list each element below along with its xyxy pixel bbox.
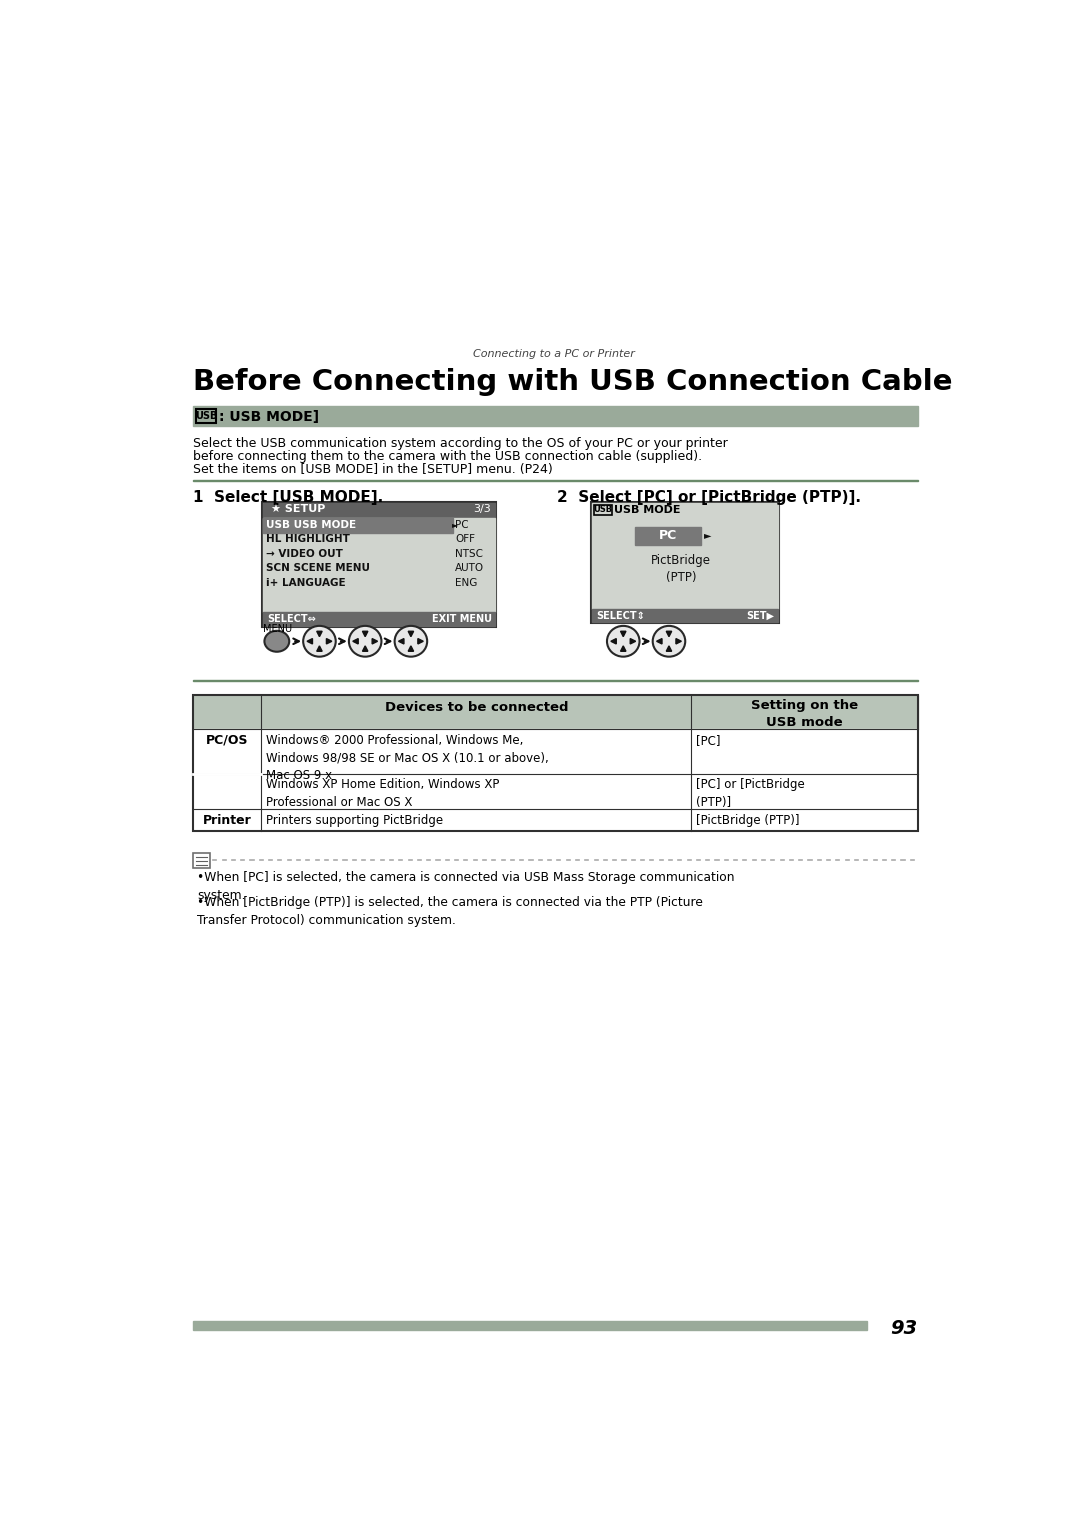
- Text: SELECT⇕: SELECT⇕: [596, 610, 645, 621]
- Polygon shape: [676, 638, 681, 644]
- Text: 1  Select [USB MODE].: 1 Select [USB MODE].: [193, 490, 383, 505]
- Text: USB USB MODE: USB USB MODE: [266, 520, 356, 530]
- Text: i+ LANGUAGE: i+ LANGUAGE: [266, 578, 346, 588]
- Text: before connecting them to the camera with the USB connection cable (supplied).: before connecting them to the camera wit…: [193, 450, 702, 464]
- Text: Connecting to a PC or Printer: Connecting to a PC or Printer: [473, 348, 634, 359]
- Text: USB: USB: [195, 410, 217, 421]
- Text: Devices to be connected: Devices to be connected: [384, 702, 568, 714]
- Ellipse shape: [652, 626, 685, 656]
- Ellipse shape: [607, 626, 639, 656]
- Bar: [193, 1322, 867, 1331]
- Text: [PC] or [PictBridge
(PTP)]: [PC] or [PictBridge (PTP)]: [697, 778, 805, 809]
- Text: PC: PC: [455, 520, 469, 530]
- Text: Setting on the
USB mode: Setting on the USB mode: [751, 699, 859, 729]
- Polygon shape: [657, 638, 662, 644]
- Text: SET▶: SET▶: [746, 610, 774, 621]
- Text: NTSC: NTSC: [455, 549, 483, 559]
- Bar: [635, 526, 701, 545]
- Polygon shape: [399, 638, 404, 644]
- Text: HL HIGHLIGHT: HL HIGHLIGHT: [266, 534, 350, 545]
- Bar: [592, 609, 779, 623]
- Text: PC/OS: PC/OS: [206, 734, 248, 746]
- Text: Printers supporting PictBridge: Printers supporting PictBridge: [266, 813, 443, 827]
- Text: ★ SETUP: ★ SETUP: [271, 504, 325, 514]
- Bar: [262, 517, 496, 612]
- Bar: [193, 809, 918, 830]
- Text: SCN SCENE MENU: SCN SCENE MENU: [266, 563, 370, 574]
- Text: Select the USB communication system according to the OS of your PC or your print: Select the USB communication system acco…: [193, 438, 728, 450]
- Bar: [193, 774, 918, 809]
- Polygon shape: [373, 638, 378, 644]
- Ellipse shape: [303, 626, 336, 656]
- Ellipse shape: [265, 630, 289, 652]
- Polygon shape: [363, 632, 368, 636]
- Text: OFF: OFF: [455, 534, 475, 545]
- Text: MENU: MENU: [262, 624, 292, 635]
- Polygon shape: [621, 645, 626, 652]
- Polygon shape: [408, 645, 414, 652]
- Ellipse shape: [349, 626, 381, 656]
- Bar: [592, 517, 779, 609]
- Bar: [594, 505, 612, 514]
- Polygon shape: [631, 638, 636, 644]
- Bar: [193, 729, 918, 774]
- Text: EXIT MENU: EXIT MENU: [432, 613, 491, 624]
- Bar: [193, 853, 211, 868]
- Polygon shape: [316, 645, 322, 652]
- Text: ►: ►: [451, 520, 459, 528]
- Text: 93: 93: [891, 1318, 918, 1338]
- Text: 3/3: 3/3: [473, 504, 490, 514]
- Polygon shape: [353, 638, 359, 644]
- Bar: [262, 612, 496, 626]
- Polygon shape: [611, 638, 617, 644]
- Text: ENG: ENG: [455, 578, 477, 588]
- Text: Before Connecting with USB Connection Cable: Before Connecting with USB Connection Ca…: [193, 368, 953, 395]
- Bar: [592, 502, 779, 623]
- Bar: [262, 517, 453, 533]
- Bar: [262, 502, 496, 517]
- Polygon shape: [408, 632, 414, 636]
- Text: Set the items on [USB MODE] in the [SETUP] menu. (P24): Set the items on [USB MODE] in the [SETU…: [193, 464, 553, 476]
- Text: USB: USB: [594, 505, 612, 514]
- Text: Windows® 2000 Professional, Windows Me,
Windows 98/98 SE or Mac OS X (10.1 or ab: Windows® 2000 Professional, Windows Me, …: [266, 734, 549, 781]
- Text: 2  Select [PC] or [PictBridge (PTP)].: 2 Select [PC] or [PictBridge (PTP)].: [557, 490, 862, 505]
- Polygon shape: [307, 638, 312, 644]
- Text: [PictBridge (PTP)]: [PictBridge (PTP)]: [697, 813, 799, 827]
- Text: [PC]: [PC]: [697, 734, 720, 746]
- Bar: [262, 502, 496, 627]
- Ellipse shape: [394, 626, 428, 656]
- Polygon shape: [363, 645, 368, 652]
- Bar: [592, 502, 779, 517]
- Text: AUTO: AUTO: [455, 563, 484, 574]
- Bar: [197, 409, 216, 423]
- Polygon shape: [621, 632, 626, 636]
- Text: PictBridge
(PTP): PictBridge (PTP): [651, 554, 712, 584]
- Text: USB MODE: USB MODE: [613, 505, 680, 514]
- Text: → VIDEO OUT: → VIDEO OUT: [266, 549, 342, 559]
- Text: •When [PictBridge (PTP)] is selected, the camera is connected via the PTP (Pictu: •When [PictBridge (PTP)] is selected, th…: [197, 896, 703, 928]
- Text: : USB MODE]: : USB MODE]: [219, 410, 320, 424]
- Polygon shape: [418, 638, 423, 644]
- Polygon shape: [316, 632, 322, 636]
- Text: SELECT⇔: SELECT⇔: [267, 613, 315, 624]
- Bar: [193, 696, 918, 729]
- Text: Printer: Printer: [203, 813, 252, 827]
- Bar: [193, 406, 918, 426]
- Text: Windows XP Home Edition, Windows XP
Professional or Mac OS X: Windows XP Home Edition, Windows XP Prof…: [266, 778, 499, 809]
- Text: •When [PC] is selected, the camera is connected via USB Mass Storage communicati: •When [PC] is selected, the camera is co…: [197, 871, 734, 902]
- Bar: [193, 696, 918, 830]
- Polygon shape: [326, 638, 332, 644]
- Text: ►: ►: [704, 530, 712, 540]
- Text: PC: PC: [659, 530, 677, 542]
- Polygon shape: [666, 632, 672, 636]
- Polygon shape: [666, 645, 672, 652]
